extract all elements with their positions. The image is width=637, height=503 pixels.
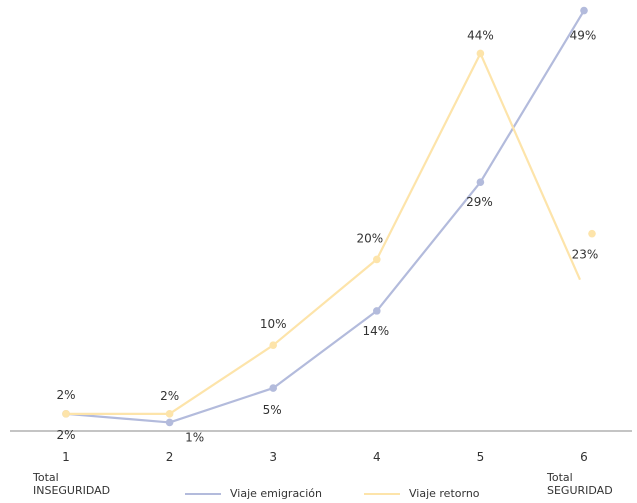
point-emigracion-4: [373, 307, 381, 315]
legend-swatch-emigracion: [185, 493, 221, 495]
data-label-retorno-4: 20%: [356, 231, 383, 245]
left-extreme-label: Total INSEGURIDAD: [33, 471, 110, 497]
point-retorno-4: [373, 256, 381, 264]
right-extreme-line-2: SEGURIDAD: [547, 484, 613, 497]
point-retorno-5: [477, 50, 485, 58]
data-label-retorno-3: 10%: [260, 317, 287, 331]
x-tick-label-1: 1: [62, 450, 70, 464]
x-tick-label-6: 6: [580, 450, 588, 464]
data-label-emigracion-2: 1%: [185, 430, 204, 444]
data-label-retorno-1: 2%: [56, 388, 75, 402]
point-retorno-6: [588, 230, 596, 238]
x-tick-label-5: 5: [477, 450, 485, 464]
point-emigracion-5: [477, 178, 485, 186]
series-line-emigracion: [66, 11, 584, 423]
data-label-emigracion-4: 14%: [362, 324, 389, 338]
legend-label-retorno: Viaje retorno: [409, 487, 480, 500]
legend-swatch-retorno: [364, 493, 400, 495]
right-extreme-line-1: Total: [547, 471, 613, 484]
data-label-retorno-6: 23%: [572, 248, 599, 262]
point-retorno-1: [62, 410, 70, 418]
x-tick-labels: 1 2 3 4 5 6: [62, 450, 588, 464]
legend-label-emigracion: Viaje emigración: [230, 487, 322, 500]
data-label-emigracion-1: 2%: [56, 428, 75, 442]
legend: Viaje emigración Viaje retorno: [185, 487, 480, 500]
left-extreme-line-1: Total: [33, 471, 110, 484]
data-label-emigracion-5: 29%: [466, 195, 493, 209]
legend-item-emigracion: Viaje emigración: [185, 487, 322, 500]
point-emigracion-6: [580, 7, 588, 15]
point-retorno-3: [269, 341, 277, 349]
point-retorno-2: [166, 410, 174, 418]
point-emigracion-3: [269, 384, 277, 392]
point-emigracion-2: [166, 419, 174, 427]
series-lines: [66, 11, 584, 423]
data-label-emigracion-3: 5%: [263, 403, 282, 417]
right-extreme-label: Total SEGURIDAD: [547, 471, 613, 497]
x-tick-label-4: 4: [373, 450, 381, 464]
data-label-retorno-2: 2%: [160, 389, 179, 403]
x-tick-label-2: 2: [166, 450, 174, 464]
series-line-retorno: [66, 53, 580, 413]
data-points: [62, 7, 596, 426]
legend-item-retorno: Viaje retorno: [364, 487, 480, 500]
data-labels: 2% 1% 5% 14% 29% 49% 2% 2% 10% 20% 44% 23%: [56, 28, 598, 444]
data-label-retorno-5: 44%: [467, 28, 494, 42]
x-tick-label-3: 3: [269, 450, 277, 464]
data-label-emigracion-6: 49%: [570, 29, 597, 43]
left-extreme-line-2: INSEGURIDAD: [33, 484, 110, 497]
